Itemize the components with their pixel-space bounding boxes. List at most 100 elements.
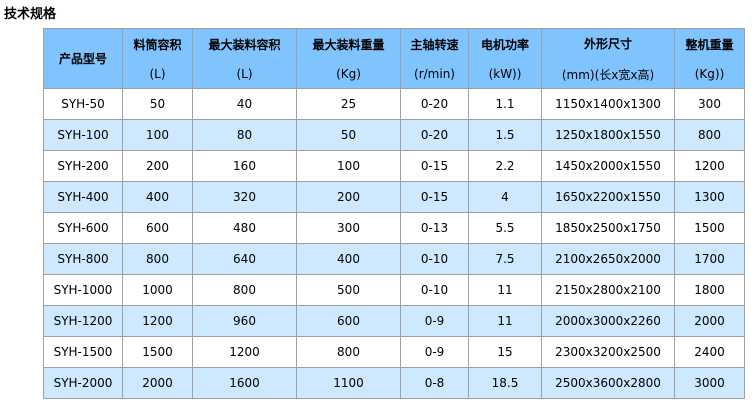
table-cell: 1200 [674,150,745,182]
table-cell: 11 [468,274,542,306]
table-row: SYH-400 400 320 200 0-15 4 1650x2200x1550 1300 [43,181,745,213]
table-cell: 0-15 [400,150,469,182]
table-cell: 1150x1400x1300 [541,88,675,120]
table-cell: 480 [192,212,297,244]
table-cell: 300 [296,212,401,244]
table-cell: 2000 [674,305,745,337]
table-row: SYH-200 200 160 100 0-15 2.2 1450x2000x1550 120… [43,150,745,182]
column-header: 产品型号 [43,28,123,89]
column-label: 产品型号 [58,52,107,66]
table-cell: 2500x3600x2800 [541,367,675,399]
table-cell: 2.2 [468,150,542,182]
table-cell: 50 [122,88,193,120]
table-cell: 400 [296,243,401,275]
table-cell: 18.5 [468,367,542,399]
table-row: SYH-600 600 480 300 0-13 5.5 1850x2500x1750 150… [43,212,745,244]
table-cell: 25 [296,88,401,120]
table-cell: SYH-1200 [43,305,123,337]
column-header: 最大装料容积 (L) [192,28,297,89]
column-label: 外形尺寸 [583,36,632,51]
column-unit: (L) [236,67,253,81]
table-cell: 1.1 [468,88,542,120]
table-cell: 1000 [122,274,193,306]
table-cell: SYH-1000 [43,274,123,306]
column-unit: (Kg) [336,67,361,81]
table-cell: SYH-200 [43,150,123,182]
column-label: 整机重量 [685,38,734,52]
column-label: 电机功率 [480,38,529,52]
table-cell: 160 [192,150,297,182]
header-row: 产品型号 料筒容积 (L) 最大装料容积 (L) 最大装料重量 (Kg) 主轴转速 (r/min… [43,28,745,89]
table-cell: 0-8 [400,367,469,399]
table-cell: 200 [122,150,193,182]
section-title: 技术规格 [4,7,57,22]
table-cell: 1500 [674,212,745,244]
table-cell: 1200 [122,305,193,337]
table-cell: 800 [122,243,193,275]
spec-table: 产品型号 料筒容积 (L) 最大装料容积 (L) 最大装料重量 (Kg) 主轴转速 (r/min… [43,28,745,399]
table-row: SYH-1500 1500 1200 800 0-9 15 2300x3200x2500 24… [43,336,745,368]
table-cell: 2000 [122,367,193,399]
table-row: SYH-800 800 640 400 0-10 7.5 2100x2650x2000 170… [43,243,745,275]
table-cell: 1500 [122,336,193,368]
table-cell: SYH-100 [43,119,123,151]
table-cell: 2150x2800x2100 [541,274,675,306]
column-label: 料筒容积 [133,38,182,52]
table-cell: 1.5 [468,119,542,151]
table-cell: SYH-400 [43,181,123,213]
table-cell: 3000 [674,367,745,399]
table-cell: SYH-2000 [43,367,123,399]
table-cell: 1800 [674,274,745,306]
column-label: 最大装料容积 [208,38,281,52]
column-header: 最大装料重量 (Kg) [296,28,401,89]
table-cell: 0-9 [400,336,469,368]
table-cell: SYH-50 [43,88,123,120]
column-header: 电机功率 (kW)) [468,28,542,89]
table-cell: 2100x2650x2000 [541,243,675,275]
table-cell: 0-10 [400,274,469,306]
table-row: SYH-2000 2000 1600 1100 0-8 18.5 2500x3600x280… [43,367,745,399]
table-cell: 0-15 [400,181,469,213]
table-cell: 1600 [192,367,297,399]
table-cell: 320 [192,181,297,213]
table-cell: 600 [296,305,401,337]
table-cell: 0-13 [400,212,469,244]
column-unit: (L) [149,67,166,81]
table-cell: 960 [192,305,297,337]
table-cell: 1450x2000x1550 [541,150,675,182]
table-cell: 2300x3200x2500 [541,336,675,368]
column-label: 最大装料重量 [312,38,385,52]
column-unit: (Kg)) [694,67,725,81]
table-cell: 200 [296,181,401,213]
column-unit: (mm)(长x宽x高) [561,67,655,82]
table-cell: 640 [192,243,297,275]
table-cell: 5.5 [468,212,542,244]
table-cell: 0-9 [400,305,469,337]
column-unit: (kW)) [488,67,522,81]
table-cell: 0-20 [400,88,469,120]
column-header: 料筒容积 (L) [122,28,193,89]
table-row: SYH-100 100 80 50 0-20 1.5 1250x1800x1550 800 [43,119,745,151]
table-row: SYH-1000 1000 800 500 0-10 11 2150x2800x2100 18… [43,274,745,306]
column-header: 整机重量 (Kg)) [674,28,745,89]
table-row: SYH-50 50 40 25 0-20 1.1 1150x1400x1300 300 [43,88,745,120]
table-cell: 500 [296,274,401,306]
table-cell: 50 [296,119,401,151]
table-cell: 1700 [674,243,745,275]
table-cell: SYH-800 [43,243,123,275]
table-cell: 1300 [674,181,745,213]
table-cell: 300 [674,88,745,120]
column-header: 外形尺寸 (mm)(长x宽x高) [541,28,675,89]
table-cell: 400 [122,181,193,213]
table-cell: 80 [192,119,297,151]
table-cell: 600 [122,212,193,244]
table-cell: 11 [468,305,542,337]
table-cell: 0-10 [400,243,469,275]
table-cell: 800 [674,119,745,151]
column-unit: (r/min) [414,67,455,81]
column-header: 主轴转速 (r/min) [400,28,469,89]
table-cell: 100 [122,119,193,151]
table-row: SYH-1200 1200 960 600 0-9 11 2000x3000x2260 200… [43,305,745,337]
table-cell: 1850x2500x1750 [541,212,675,244]
table-cell: 0-20 [400,119,469,151]
